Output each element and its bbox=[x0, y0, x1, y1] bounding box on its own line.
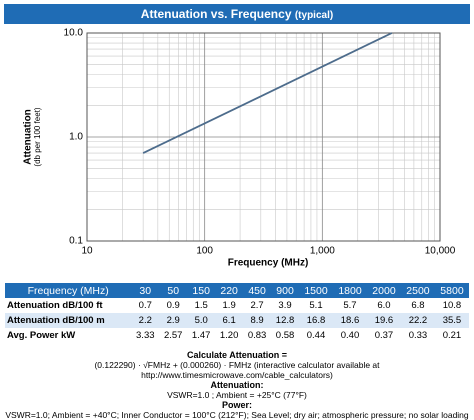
plot-frame bbox=[86, 32, 441, 242]
chart-title: Attenuation vs. Frequency bbox=[140, 7, 292, 21]
y-tick-label: 1.0 bbox=[69, 132, 83, 143]
table-row: Attenuation dB/100 m 2.2 2.9 5.0 6.1 8.9 12.8 1… bbox=[5, 313, 469, 328]
cell: 0.44 bbox=[306, 330, 326, 341]
cell: 0.33 bbox=[408, 330, 428, 341]
note-line: VSWR=1.0; Ambient = +40°C; Inner Conduct… bbox=[5, 410, 469, 420]
cell: 5.0 bbox=[187, 313, 216, 328]
cell: 2.2 bbox=[131, 313, 160, 328]
cell: 0.58 bbox=[275, 330, 295, 341]
row-label: Attenuation dB/100 ft bbox=[7, 300, 103, 311]
x-tick-label: 100 bbox=[196, 246, 213, 257]
cell: 2.7 bbox=[250, 300, 264, 311]
y-axis-subtitle: (db per 100 feet) bbox=[33, 107, 42, 166]
spec-table: Frequency (MHz) 30 50 150 220 450 900 1500 1800 2… bbox=[5, 283, 469, 343]
y-axis-title: Attenuation bbox=[23, 109, 34, 165]
row-label: Avg. Power kW bbox=[7, 330, 76, 341]
cell: 1.9 bbox=[222, 300, 236, 311]
row-label: Attenuation dB/100 m bbox=[5, 313, 132, 328]
x-tick-label: 1,000 bbox=[310, 246, 335, 257]
cell: 0.83 bbox=[247, 330, 267, 341]
note-line: Attenuation: bbox=[210, 380, 264, 390]
table-row: Attenuation dB/100 ft 0.7 0.9 1.5 1.9 2.7 3.9 5… bbox=[5, 298, 469, 313]
y-tick-label: 10.0 bbox=[64, 28, 84, 39]
table-row: Avg. Power kW 3.33 2.57 1.47 1.20 0.83 0.58 0.4… bbox=[5, 328, 469, 343]
cell: 0.40 bbox=[340, 330, 360, 341]
cell: 22.2 bbox=[400, 313, 435, 328]
cell: 6.1 bbox=[215, 313, 244, 328]
cell: 1.5 bbox=[194, 300, 208, 311]
cell: 0.21 bbox=[442, 330, 462, 341]
cell: 3.33 bbox=[136, 330, 155, 341]
cell: 16.8 bbox=[299, 313, 333, 328]
cell: 5.1 bbox=[309, 300, 323, 311]
cell: 0.37 bbox=[374, 330, 394, 341]
note-line: VSWR=1.0 ; Ambient = +25°C (77°F) bbox=[167, 390, 307, 400]
header: Attenuation vs. Frequency (typical) bbox=[4, 4, 470, 24]
header-cell: 1500 bbox=[299, 283, 333, 298]
cell: 5.7 bbox=[343, 300, 357, 311]
note-line: Calculate Attenuation = bbox=[187, 350, 287, 360]
cell: 19.6 bbox=[366, 313, 401, 328]
cell: 1.20 bbox=[219, 330, 239, 341]
note-line: Power: bbox=[221, 400, 252, 410]
cell: 0.7 bbox=[138, 300, 152, 311]
header-cell: 2500 bbox=[400, 283, 435, 298]
header-cell: 900 bbox=[271, 283, 300, 298]
cell: 1.47 bbox=[191, 330, 211, 341]
table-header-row: Frequency (MHz) 30 50 150 220 450 900 1500 1800 2… bbox=[5, 283, 469, 298]
notes: Calculate Attenuation = (0.122290) · √FMH… bbox=[0, 350, 474, 420]
header-cell: 5800 bbox=[434, 283, 469, 298]
cell: 6.0 bbox=[377, 300, 391, 311]
cell: 2.57 bbox=[163, 330, 183, 341]
chart: Frequency (MHz) Attenuation (db per 100 … bbox=[23, 28, 456, 269]
header-cell: 30 bbox=[131, 283, 160, 298]
chart-subtitle: (typical) bbox=[294, 10, 334, 21]
header-cell: 1800 bbox=[333, 283, 367, 298]
header-cell: 150 bbox=[187, 283, 216, 298]
cell: 0.9 bbox=[166, 300, 180, 311]
cell: 8.9 bbox=[243, 313, 272, 328]
cell: 18.6 bbox=[333, 313, 367, 328]
x-tick-label: 10 bbox=[81, 246, 93, 257]
header-cell: 220 bbox=[215, 283, 244, 298]
cell: 2.9 bbox=[159, 313, 188, 328]
cell: 35.5 bbox=[434, 313, 469, 328]
x-axis-title: Frequency (MHz) bbox=[228, 258, 309, 269]
header-cell: 2000 bbox=[366, 283, 401, 298]
cell: 10.8 bbox=[442, 300, 462, 311]
x-tick-label: 10,000 bbox=[425, 246, 456, 257]
note-line: (0.122290) · √FMHz + (0.000260) · FMHz (… bbox=[94, 360, 380, 380]
cell: 3.9 bbox=[278, 300, 292, 311]
header-cell: Frequency (MHz) bbox=[5, 283, 132, 298]
series-line bbox=[142, 32, 393, 154]
header-cell: 450 bbox=[243, 283, 272, 298]
cell: 12.8 bbox=[271, 313, 300, 328]
cell: 6.8 bbox=[411, 300, 425, 311]
header-cell: 50 bbox=[159, 283, 188, 298]
y-tick-label: 0.1 bbox=[69, 236, 83, 247]
